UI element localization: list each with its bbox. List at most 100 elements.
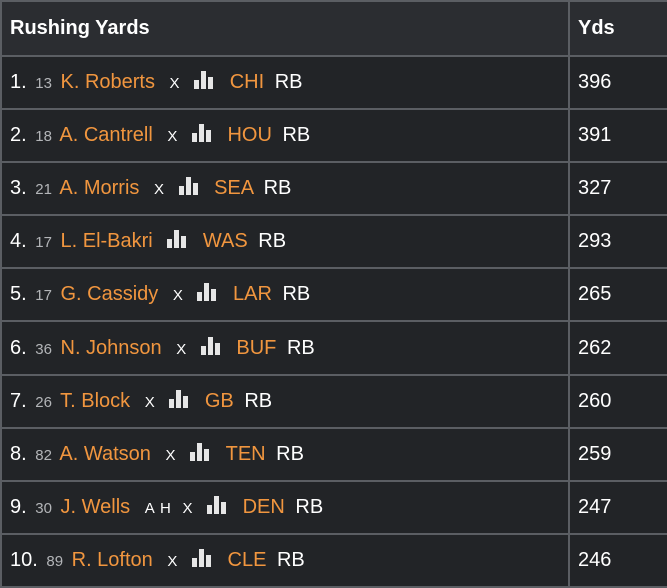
player-name-link[interactable]: T. Block (60, 389, 131, 412)
jersey-number: 89 (46, 552, 64, 570)
table-row: 9. 30 J. Wells A H X DEN RB 247 (0, 479, 667, 535)
yards-value: 247 (568, 479, 667, 535)
player-cell: 3. 21 A. Morris X SEA RB (0, 161, 570, 217)
team-link[interactable]: TEN (225, 442, 266, 465)
team-link[interactable]: SEA (214, 177, 254, 200)
remove-button[interactable]: X (172, 287, 183, 305)
bar-chart-icon[interactable] (178, 177, 199, 196)
rank-label: 7. (10, 389, 27, 412)
table-row: 6. 36 N. Johnson X BUF RB 262 (0, 320, 667, 376)
player-name-link[interactable]: L. El-Bakri (60, 230, 153, 253)
team-link[interactable]: CHI (229, 71, 265, 94)
player-cell: 5. 17 G. Cassidy X LAR RB (0, 267, 570, 323)
player-cell: 10. 89 R. Lofton X CLE RB (0, 532, 570, 588)
remove-button[interactable]: X (182, 499, 193, 517)
jersey-number: 82 (35, 446, 52, 464)
position-label: RB (286, 336, 315, 359)
jersey-number: 13 (35, 75, 52, 93)
column-header-rushing-yards[interactable]: Rushing Yards (0, 0, 570, 57)
player-cell: 6. 36 N. Johnson X BUF RB (0, 320, 570, 376)
position-label: RB (282, 283, 311, 306)
yards-value: 260 (568, 373, 667, 429)
player-cell: 7. 26 T. Block X GB RB (0, 373, 570, 429)
remove-button[interactable]: X (176, 340, 187, 358)
rank-label: 9. (10, 495, 27, 518)
rank-label: 4. (10, 230, 27, 253)
bar-chart-icon[interactable] (191, 548, 212, 567)
bar-chart-icon[interactable] (194, 71, 214, 90)
table-row: 7. 26 T. Block X GB RB 260 (0, 373, 667, 429)
rank-label: 1. (10, 71, 27, 94)
rank-label: 10. (10, 548, 38, 571)
position-label: RB (244, 389, 273, 412)
player-name-link[interactable]: N. Johnson (60, 336, 162, 359)
player-name-link[interactable]: A. Watson (59, 442, 151, 465)
jersey-number: 26 (35, 393, 52, 411)
bar-chart-icon[interactable] (207, 495, 227, 514)
team-link[interactable]: BUF (236, 336, 277, 359)
team-link[interactable]: GB (204, 389, 234, 412)
team-link[interactable]: LAR (233, 283, 272, 306)
position-label: RB (276, 548, 305, 571)
player-name-link[interactable]: R. Lofton (71, 548, 153, 571)
rank-label: 5. (10, 283, 27, 306)
team-link[interactable]: DEN (242, 495, 285, 518)
yards-value: 259 (568, 426, 667, 482)
jersey-number: 17 (35, 287, 52, 305)
team-link[interactable]: WAS (202, 230, 248, 253)
rank-label: 6. (10, 336, 27, 359)
player-cell: 4. 17 L. El-Bakri WAS RB (0, 214, 570, 270)
jersey-number: 17 (35, 234, 52, 252)
player-cell: 2. 18 A. Cantrell X HOU RB (0, 108, 570, 164)
yards-value: 396 (568, 54, 667, 111)
jersey-number: 21 (35, 181, 52, 199)
table-body: 1. 13 K. Roberts X CHI RB 396 2. 18 A. C… (0, 54, 667, 588)
remove-button[interactable]: X (167, 552, 178, 570)
remove-button[interactable]: X (144, 393, 155, 411)
player-cell: 8. 82 A. Watson X TEN RB (0, 426, 570, 482)
table-row: 10. 89 R. Lofton X CLE RB 246 (0, 532, 667, 588)
bar-chart-icon[interactable] (169, 389, 189, 408)
player-name-link[interactable]: A. Morris (59, 177, 140, 200)
yards-value: 391 (568, 108, 667, 164)
column-header-yds[interactable]: Yds (568, 0, 667, 57)
remove-button[interactable]: X (167, 128, 178, 146)
yards-value: 293 (568, 214, 667, 270)
table-header-row: Rushing Yards Yds (0, 0, 667, 57)
rank-label: 2. (10, 124, 27, 147)
table-row: 8. 82 A. Watson X TEN RB 259 (0, 426, 667, 482)
player-name-link[interactable]: J. Wells (60, 495, 131, 518)
remove-button[interactable]: X (169, 75, 180, 93)
bar-chart-icon[interactable] (191, 124, 212, 143)
player-name-link[interactable]: A. Cantrell (59, 124, 153, 147)
yards-value: 327 (568, 161, 667, 217)
rank-label: 3. (10, 177, 27, 200)
remove-button[interactable]: X (165, 446, 176, 464)
table-row: 3. 21 A. Morris X SEA RB 327 (0, 161, 667, 217)
position-label: RB (282, 124, 311, 147)
table-row: 5. 17 G. Cassidy X LAR RB 265 (0, 267, 667, 323)
yards-value: 265 (568, 267, 667, 323)
bar-chart-icon[interactable] (190, 442, 210, 461)
remove-button[interactable]: X (153, 181, 164, 199)
bar-chart-icon[interactable] (167, 230, 187, 249)
jersey-number: 30 (35, 499, 52, 517)
player-cell: 9. 30 J. Wells A H X DEN RB (0, 479, 570, 535)
player-name-link[interactable]: G. Cassidy (60, 283, 159, 306)
position-label: RB (274, 71, 303, 94)
jersey-number: 18 (35, 128, 52, 146)
player-cell: 1. 13 K. Roberts X CHI RB (0, 54, 570, 111)
position-label: RB (263, 177, 292, 200)
team-link[interactable]: CLE (227, 548, 267, 571)
status-tags: A H (144, 499, 172, 517)
player-name-link[interactable]: K. Roberts (60, 71, 155, 94)
position-label: RB (258, 230, 287, 253)
bar-chart-icon[interactable] (200, 336, 221, 355)
table-row: 1. 13 K. Roberts X CHI RB 396 (0, 54, 667, 111)
position-label: RB (276, 442, 304, 465)
table-row: 4. 17 L. El-Bakri WAS RB 293 (0, 214, 667, 270)
team-link[interactable]: HOU (227, 124, 272, 147)
yards-value: 246 (568, 532, 667, 588)
bar-chart-icon[interactable] (197, 283, 217, 302)
